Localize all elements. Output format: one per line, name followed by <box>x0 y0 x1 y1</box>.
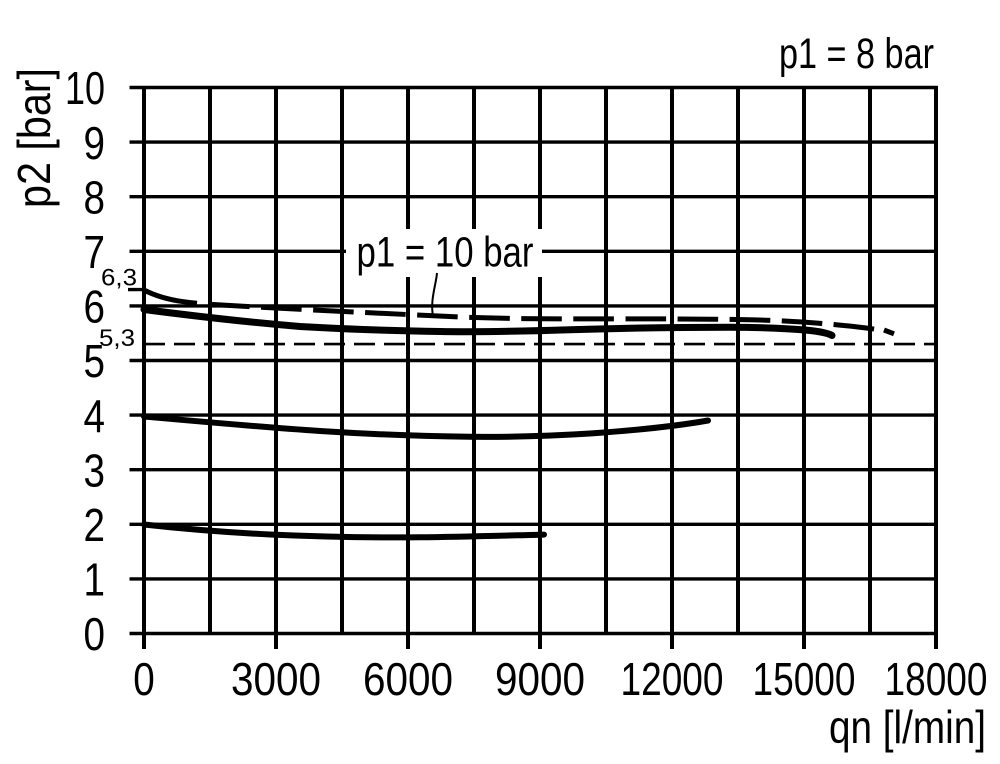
svg-text:0: 0 <box>84 608 106 660</box>
svg-text:6000: 6000 <box>363 653 453 705</box>
svg-text:9: 9 <box>84 117 106 169</box>
svg-text:7: 7 <box>84 226 106 278</box>
svg-text:6,3: 6,3 <box>101 265 137 292</box>
svg-text:qn [l/min]: qn [l/min] <box>829 701 986 753</box>
svg-text:12000: 12000 <box>621 653 724 705</box>
svg-text:p1 = 10 bar: p1 = 10 bar <box>357 229 534 277</box>
svg-text:5,3: 5,3 <box>99 325 135 352</box>
svg-text:1: 1 <box>84 554 106 606</box>
svg-text:18000: 18000 <box>885 653 988 705</box>
svg-text:3000: 3000 <box>231 653 321 705</box>
svg-text:p2 [bar]: p2 [bar] <box>8 68 60 208</box>
svg-text:15000: 15000 <box>753 653 856 705</box>
svg-text:10: 10 <box>65 62 105 114</box>
svg-text:2: 2 <box>84 499 106 551</box>
svg-text:8: 8 <box>84 171 106 223</box>
svg-text:0: 0 <box>133 653 155 705</box>
svg-text:4: 4 <box>84 390 106 442</box>
svg-text:p1 = 8 bar: p1 = 8 bar <box>779 30 934 78</box>
svg-text:5: 5 <box>84 335 106 387</box>
svg-text:3: 3 <box>84 444 106 496</box>
svg-text:9000: 9000 <box>495 653 585 705</box>
svg-text:6: 6 <box>84 281 106 333</box>
